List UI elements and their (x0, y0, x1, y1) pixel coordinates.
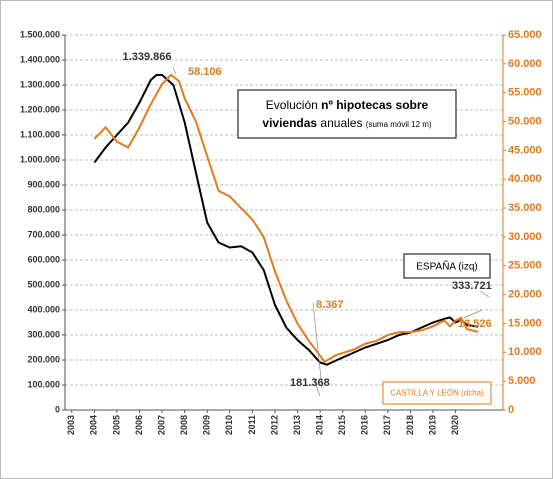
y-tick-label: 300.000 (27, 329, 60, 339)
y2-tick-label: 5.000 (508, 375, 536, 387)
y2-tick-label: 15.000 (508, 317, 542, 329)
y2-tick-label: 35.000 (508, 202, 542, 214)
legend-box (382, 381, 492, 405)
y-tick-label: 1.100.000 (20, 129, 60, 139)
y2-tick-label: 60.000 (508, 58, 542, 70)
annotation: 181.368 (290, 377, 330, 389)
y-tick-label: 1.500.000 (20, 29, 60, 39)
x-tick-label: 2010 (224, 415, 234, 435)
x-tick-label: 2017 (382, 415, 392, 435)
annotation: 13.526 (458, 318, 492, 330)
x-tick-label: 2020 (450, 415, 460, 435)
x-tick-label: 2013 (292, 415, 302, 435)
y-tick-label: 600.000 (27, 254, 60, 264)
legend-box (403, 253, 491, 279)
annotation-leader (479, 290, 490, 298)
y2-tick-label: 55.000 (508, 87, 542, 99)
x-tick-label: 2019 (427, 415, 437, 435)
x-tick-label: 2008 (179, 415, 189, 435)
y-tick-label: 200.000 (27, 354, 60, 364)
annotation-leader (312, 376, 321, 397)
x-tick-label: 2018 (405, 415, 415, 435)
y2-tick-label: 20.000 (508, 289, 542, 301)
x-tick-label: 2012 (269, 415, 279, 435)
y-tick-label: 400.000 (27, 304, 60, 314)
x-tick-label: 2014 (314, 415, 324, 435)
x-tick-label: 2007 (156, 415, 166, 435)
annotation: 1.339.866 (123, 51, 172, 63)
legend-label: CASTILLA Y LEÓN (dcha) (390, 389, 484, 398)
annotation: 333.721 (452, 280, 492, 292)
y-tick-label: 0 (55, 404, 60, 414)
x-tick-label: 2009 (202, 415, 212, 435)
y-tick-label: 900.000 (27, 179, 60, 189)
x-tick-label: 2006 (134, 415, 144, 435)
title-box (237, 89, 457, 139)
y2-tick-label: 45.000 (508, 144, 542, 156)
y-tick-label: 1.000.000 (20, 154, 60, 164)
annotation: 58.106 (188, 66, 222, 78)
y2-tick-label: 10.000 (508, 346, 542, 358)
x-tick-label: 2016 (360, 415, 370, 435)
y2-tick-label: 25.000 (508, 260, 542, 272)
y2-tick-label: 50.000 (508, 115, 542, 127)
x-tick-label: 2004 (89, 415, 99, 435)
y2-tick-label: 30.000 (508, 231, 542, 243)
legend-label: ESPAÑA (izq) (416, 260, 478, 273)
annotation-leader (463, 309, 483, 319)
y2-tick-label: 65.000 (508, 29, 542, 41)
y-tick-label: 1.200.000 (20, 104, 60, 114)
x-tick-label: 2011 (247, 415, 257, 435)
x-tick-label: 2003 (66, 415, 76, 435)
plot: 0 100.000 200.000 300.000 400.000 500.000 600.… (20, 29, 542, 435)
annotation-leader (312, 302, 323, 389)
y-tick-label: 1.300.000 (20, 79, 60, 89)
y-tick-label: 800.000 (27, 204, 60, 214)
y-tick-label: 100.000 (27, 379, 60, 389)
y-tick-label: 500.000 (27, 279, 60, 289)
y-tick-label: 1.400.000 (20, 54, 60, 64)
y-tick-label: 700.000 (27, 229, 60, 239)
x-tick-label: 2005 (111, 415, 121, 435)
y2-tick-label: 0 (508, 404, 514, 416)
chart-title: viviendas anuales (suma móvil 12 m) (262, 116, 432, 130)
x-tick-label: 2015 (337, 415, 347, 435)
annotation: 8.367 (316, 299, 344, 311)
chart-title: Evolución nº hipotecas sobre (266, 98, 429, 112)
line-series (93, 73, 479, 364)
line-series (93, 74, 479, 366)
y2-tick-label: 40.000 (508, 173, 542, 185)
annotation-leader (172, 67, 177, 75)
